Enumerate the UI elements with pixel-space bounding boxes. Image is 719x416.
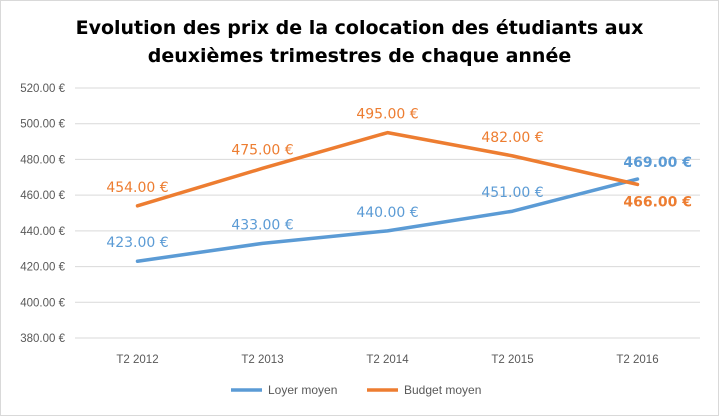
data-label: 440.00 €	[356, 205, 418, 221]
y-tick-label: 420.00 €	[20, 262, 65, 274]
data-label: 423.00 €	[106, 235, 168, 251]
series-line-loyer-moyen	[135, 177, 640, 263]
chart-title-line-2: deuxièmes trimestres de chaque année	[147, 45, 572, 67]
data-label: 454.00 €	[106, 180, 168, 196]
legend-label: Budget moyen	[404, 383, 481, 397]
y-tick-label: 500.00 €	[20, 119, 65, 131]
x-tick-label: T2 2012	[116, 354, 158, 366]
series-line-budget-moyen	[135, 130, 640, 208]
data-label: 475.00 €	[231, 142, 293, 158]
y-tick-label: 400.00 €	[20, 297, 65, 309]
y-tick-label: 480.00 €	[20, 154, 65, 166]
y-tick-label: 440.00 €	[20, 226, 65, 238]
x-tick-label: T2 2015	[491, 354, 533, 366]
data-label: 469.00 €	[623, 155, 692, 171]
data-label: 482.00 €	[481, 130, 543, 146]
x-tick-label: T2 2016	[616, 354, 658, 366]
y-tick-label: 460.00 €	[20, 190, 65, 202]
data-label: 451.00 €	[481, 185, 543, 201]
legend-label: Loyer moyen	[268, 383, 337, 397]
chart-title-line-1: Evolution des prix de la colocation des …	[75, 17, 644, 39]
y-tick-label: 380.00 €	[20, 333, 65, 345]
chart-title: Evolution des prix de la colocation des …	[0, 14, 719, 70]
x-tick-label: T2 2013	[241, 354, 283, 366]
data-label: 433.00 €	[231, 217, 293, 233]
x-tick-label: T2 2014	[366, 354, 409, 366]
data-label: 466.00 €	[623, 194, 692, 210]
data-label: 495.00 €	[356, 107, 418, 123]
y-tick-label: 520.00 €	[20, 83, 65, 95]
